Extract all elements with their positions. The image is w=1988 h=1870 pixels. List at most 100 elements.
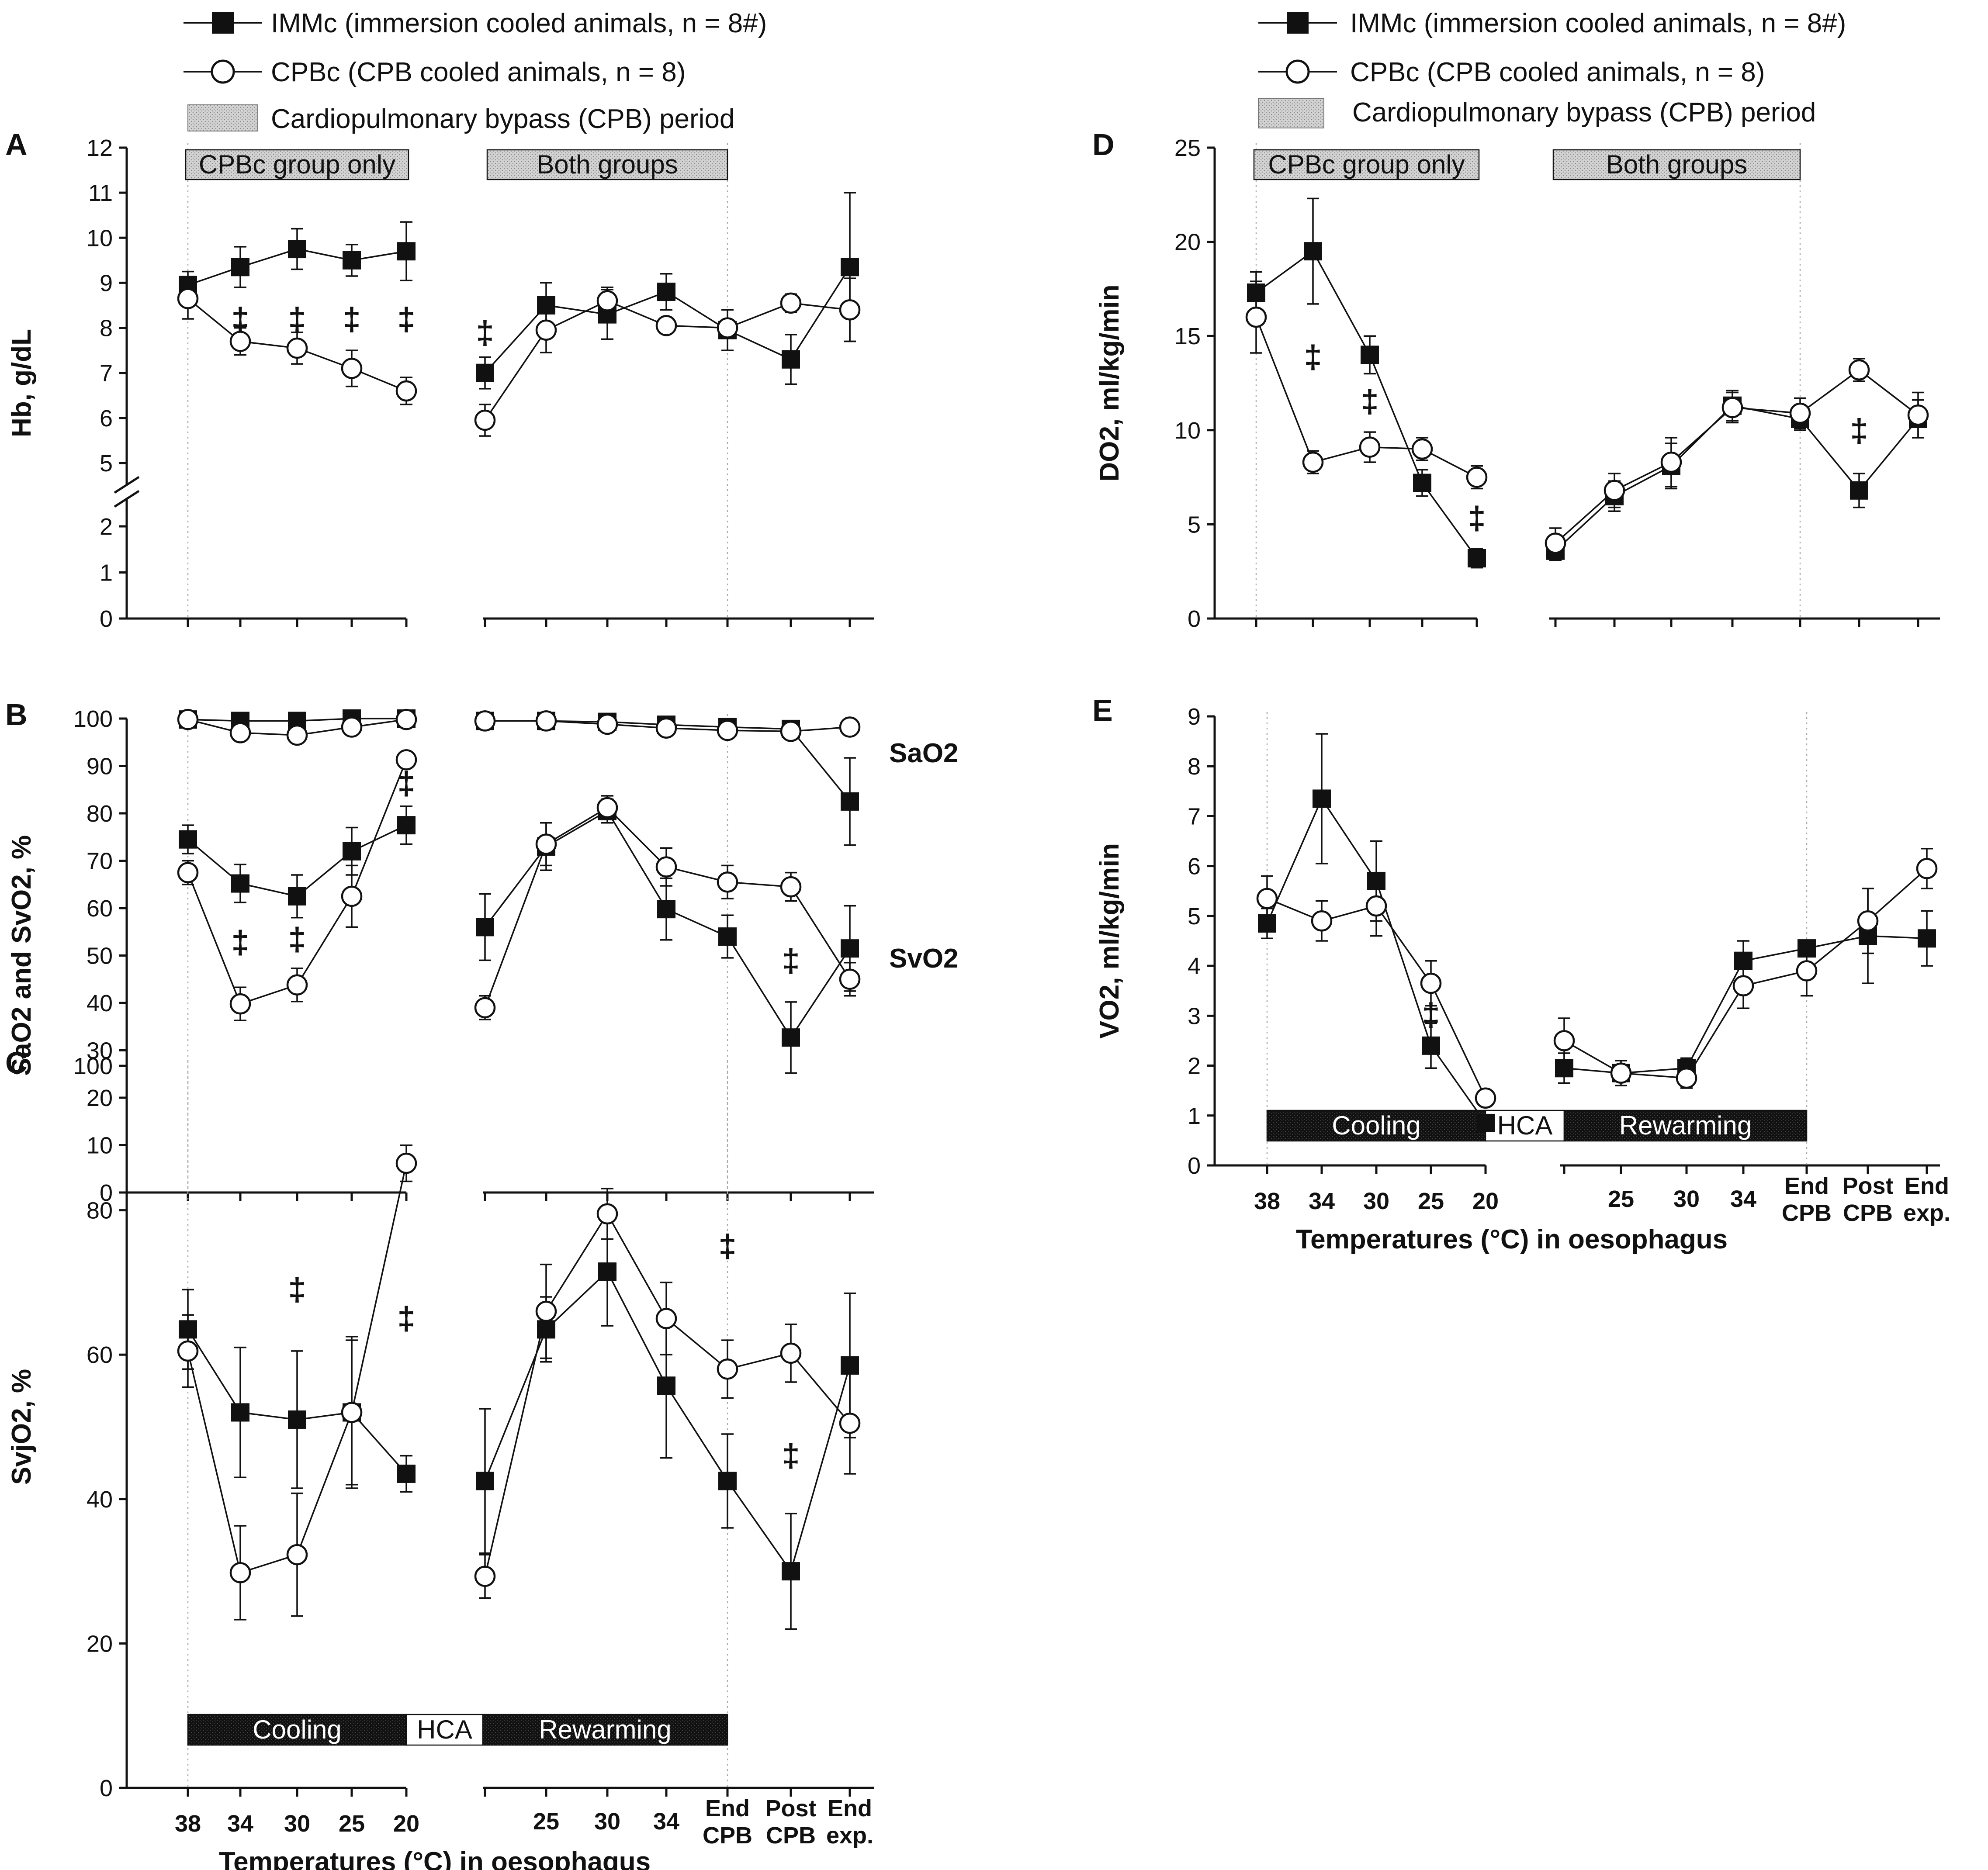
x-tick-label: Post	[765, 1795, 816, 1822]
x-tick-label: 34	[227, 1811, 253, 1837]
band-cooling: Cooling	[1266, 1110, 1486, 1142]
band-hca-label: HCA	[417, 1715, 472, 1744]
legend-period-label: Cardiopulmonary bypass (CPB) period	[271, 104, 734, 134]
y-tick-label: 7	[1188, 803, 1201, 830]
series-svo2-cpb-right	[474, 795, 861, 1020]
band-rewarming: Rewarming	[1563, 1110, 1808, 1142]
panel-B: B 0 10 20 30 40 50 60 70 80 90 100 SaO2 and SvO2, % S…	[5, 698, 959, 1206]
band-cooling-label: Cooling	[1332, 1111, 1420, 1140]
y-tick-label: 12	[87, 135, 113, 161]
series-svo2-cpb-left-marker	[395, 749, 417, 771]
series-cpb-right	[1545, 358, 1929, 559]
series-cpb-right-marker	[1916, 858, 1938, 879]
y-tick-label: 10	[87, 1133, 113, 1159]
x-tick-label: 38	[175, 1811, 201, 1837]
series-imm-left-marker	[231, 1403, 249, 1422]
y-tick-label: 30	[87, 1038, 113, 1064]
series-cpb-left	[1245, 280, 1488, 490]
y-tick-label: 70	[87, 848, 113, 875]
y-tick-label: 7	[100, 360, 113, 387]
x-tick-label: exp.	[826, 1822, 873, 1849]
x-tick-label: End	[1784, 1173, 1829, 1199]
series-cpb-right-marker	[1848, 359, 1870, 381]
series-imm-left-marker	[1361, 346, 1379, 364]
x-axis-label: Temperatures (°C) in oesophagus	[1296, 1224, 1728, 1255]
x-tick-label: 34	[1309, 1188, 1335, 1214]
series-svo2-cpb-left-marker	[286, 974, 308, 996]
series-imm-right-marker	[718, 1472, 737, 1490]
y-tick-label: 90	[87, 754, 113, 780]
significance-marker: ‡	[231, 924, 249, 960]
band-cpb-only-rect	[185, 149, 409, 180]
significance-marker: ‡	[288, 921, 306, 957]
x-tick-label: 25	[533, 1808, 559, 1835]
band-hca: HCA	[1485, 1110, 1565, 1142]
series-cpb-right-line	[1555, 369, 1919, 544]
series-cpb-left-marker	[1411, 438, 1433, 460]
series-imm-left-marker	[1313, 789, 1331, 808]
y-tick-label: 9	[100, 270, 113, 296]
series-cpb-left-marker	[1245, 306, 1267, 328]
band-cpb-only-rect	[1253, 149, 1480, 180]
legend-cpb-entry: CPBc (CPB cooled animals, n = 8)	[1258, 57, 1765, 87]
series-cpb-right-marker	[474, 1566, 496, 1587]
series-svo2-cpb-right-marker	[780, 876, 802, 898]
y-tick-label: 0	[1188, 606, 1201, 632]
y-tick-label: 60	[87, 895, 113, 922]
panel-letter: B	[5, 698, 28, 732]
series-svo2-imm-right-marker	[476, 918, 494, 937]
series-cpb-right-marker	[780, 1342, 802, 1364]
series-cpb-left	[177, 277, 417, 405]
legend-period-entry: Cardiopulmonary bypass (CPB) period	[187, 104, 734, 134]
series-cpb-right-marker	[1676, 1067, 1697, 1089]
series-cpb-left-marker	[286, 337, 308, 359]
y-axis-label: SaO2 and SvO2, %	[7, 835, 37, 1076]
y-tick-label: 6	[100, 405, 113, 432]
significance-marker: ‡	[397, 301, 415, 337]
x-tick-label: 25	[339, 1811, 365, 1837]
x-axis-label: Temperatures (°C) in oesophagus	[219, 1847, 651, 1870]
series-cpb-left-marker	[341, 1402, 363, 1423]
significance-marker: ‡	[1850, 412, 1868, 449]
series-cpb-right-marker	[1857, 910, 1879, 932]
x-tick-label: 38	[1254, 1188, 1280, 1214]
y-axis-label: VO2, ml/kg/min	[1094, 843, 1125, 1039]
significance-marker: ‡	[782, 943, 800, 979]
y-tick-label: 50	[87, 943, 113, 969]
series-sao2-cpb-left-marker	[177, 709, 199, 730]
axis-break	[114, 490, 140, 508]
significance-marker: ‡	[718, 1228, 736, 1264]
series-cpb-left-marker	[177, 1340, 199, 1362]
series-svo2-cpb-left-marker	[341, 885, 363, 907]
series-svo2-imm-left-marker	[397, 816, 416, 835]
x-tick-label: End	[1905, 1173, 1949, 1199]
series-cpb-left-marker	[395, 1152, 417, 1174]
series-imm-left-marker	[1476, 1113, 1495, 1132]
y-tick-label: 10	[87, 225, 113, 251]
series-cpb-right-marker	[780, 292, 802, 314]
series-cpb-right-marker	[1732, 975, 1754, 997]
series-imm-right-marker	[782, 350, 800, 369]
series-imm-left-marker	[1413, 474, 1431, 492]
x-tick-label: End	[705, 1795, 750, 1822]
band-hca-rect	[405, 1714, 484, 1746]
series-imm-right-marker	[476, 1472, 494, 1490]
series-cpb-right-marker	[535, 1300, 557, 1322]
y-tick-label: 60	[87, 1342, 113, 1368]
y-tick-label: 80	[87, 1198, 113, 1224]
series-svo2-imm-right-marker	[718, 927, 737, 946]
series-svo2-cpb-right-marker	[535, 833, 557, 855]
significance-marker: ‡	[1304, 339, 1322, 375]
series-cpb-right-marker	[1660, 451, 1682, 473]
y-axis-label: Hb, g/dL	[7, 329, 37, 437]
significance-marker: ‡	[782, 1437, 800, 1473]
band-both-groups: Both groups	[1552, 149, 1801, 180]
series-cpb-left-marker	[1466, 467, 1488, 488]
y-tick-label: 10	[1174, 418, 1201, 444]
y-tick-label: 25	[1174, 135, 1201, 161]
series-cpb-right-marker	[839, 299, 861, 321]
series-svo2-imm-left	[179, 805, 416, 919]
